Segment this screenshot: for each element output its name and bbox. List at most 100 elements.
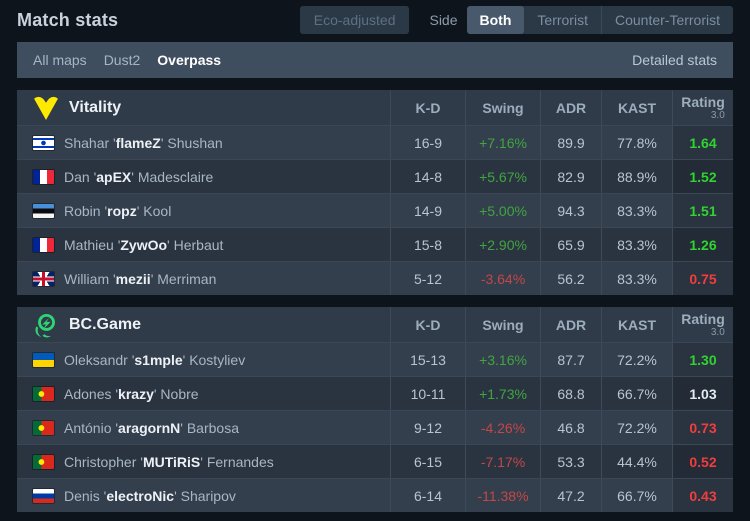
kast-value: 83.3%: [601, 262, 672, 295]
rating-value: 0.52: [672, 445, 733, 478]
player-cell: Oleksandr 's1mple' Kostyliev: [17, 343, 390, 376]
side-option-terrorist[interactable]: Terrorist: [524, 6, 601, 34]
column-header-rating: Rating 3.0: [672, 307, 733, 342]
flag-united-kingdom-icon: [33, 271, 54, 286]
adr-value: 82.9: [540, 160, 601, 193]
flag-estonia-icon: [33, 203, 54, 218]
kast-value: 72.2%: [601, 411, 672, 444]
team-name-link[interactable]: Vitality: [69, 98, 122, 116]
kast-value: 44.4%: [601, 445, 672, 478]
player-link[interactable]: Dan 'apEX' Madesclaire: [64, 168, 214, 185]
map-filter-dust2[interactable]: Dust2: [103, 52, 141, 68]
kast-value: 66.7%: [601, 479, 672, 512]
bcgame-logo-icon: [33, 312, 59, 338]
map-filter-overpass[interactable]: Overpass: [157, 52, 222, 68]
side-option-counter-terrorist[interactable]: Counter-Terrorist: [602, 6, 733, 34]
player-link[interactable]: Christopher 'MUTiRiS' Fernandes: [64, 453, 274, 470]
player-cell: William 'mezii' Merriman: [17, 262, 390, 295]
player-link[interactable]: Mathieu 'ZywOo' Herbaut: [64, 236, 224, 253]
player-link[interactable]: Adones 'krazy' Nobre: [64, 385, 199, 402]
player-row: Mathieu 'ZywOo' Herbaut 15-8 +2.90% 65.9 83.…: [17, 227, 733, 261]
segment-divider: [600, 6, 602, 34]
kd-value: 9-12: [390, 411, 465, 444]
adr-value: 94.3: [540, 194, 601, 227]
vitality-logo-icon: [33, 95, 59, 121]
team-name-link[interactable]: BC.Game: [69, 315, 142, 333]
player-nickname: aragornN: [118, 419, 181, 436]
adr-value: 46.8: [540, 411, 601, 444]
player-row: Christopher 'MUTiRiS' Fernandes 6-15 -7.17…: [17, 444, 733, 478]
flag-russia-icon: [33, 488, 54, 503]
player-nickname: ZywOo: [120, 236, 168, 253]
column-header-kd: K-D: [390, 90, 465, 125]
kd-value: 14-9: [390, 194, 465, 227]
column-header-kast: KAST: [601, 90, 672, 125]
column-header-adr: ADR: [540, 307, 601, 342]
column-header-adr: ADR: [540, 90, 601, 125]
column-header-rating: Rating 3.0: [672, 90, 733, 125]
kd-value: 10-11: [390, 377, 465, 410]
side-label: Side: [429, 12, 458, 28]
rating-value: 1.30: [672, 343, 733, 376]
player-nickname: flameZ: [115, 134, 161, 151]
flag-ukraine-icon: [33, 352, 54, 367]
player-cell: Adones 'krazy' Nobre: [17, 377, 390, 410]
player-nickname: s1mple: [134, 351, 183, 368]
adr-value: 56.2: [540, 262, 601, 295]
rating-header-label: Rating: [681, 93, 725, 110]
swing-value: -11.38%: [465, 479, 540, 512]
eco-adjusted-button[interactable]: Eco-adjusted: [299, 6, 410, 34]
flag-israel-icon: [33, 135, 54, 150]
topbar: Match stats Eco-adjusted Side Both Terro…: [0, 0, 750, 40]
player-link[interactable]: William 'mezii' Merriman: [64, 270, 217, 287]
kd-value: 5-12: [390, 262, 465, 295]
player-cell: Christopher 'MUTiRiS' Fernandes: [17, 445, 390, 478]
player-link[interactable]: Robin 'ropz' Kool: [64, 202, 172, 219]
rating-value: 1.03: [672, 377, 733, 410]
player-cell: António 'aragornN' Barbosa: [17, 411, 390, 444]
column-header-swing: Swing: [465, 90, 540, 125]
kd-value: 14-8: [390, 160, 465, 193]
player-nickname: mezii: [115, 270, 151, 287]
player-cell: Robin 'ropz' Kool: [17, 194, 390, 227]
kast-value: 83.3%: [601, 228, 672, 261]
flag-france-icon: [33, 169, 54, 184]
player-link[interactable]: António 'aragornN' Barbosa: [64, 419, 239, 436]
player-row: Dan 'apEX' Madesclaire 14-8 +5.67% 82.9 88.9…: [17, 159, 733, 193]
detailed-stats-link[interactable]: Detailed stats: [632, 52, 717, 68]
player-row: Robin 'ropz' Kool 14-9 +5.00% 94.3 83.3% 1.51: [17, 193, 733, 227]
swing-value: -3.64%: [465, 262, 540, 295]
player-cell: Mathieu 'ZywOo' Herbaut: [17, 228, 390, 261]
side-option-both[interactable]: Both: [466, 6, 525, 34]
kd-value: 16-9: [390, 126, 465, 159]
swing-value: +7.16%: [465, 126, 540, 159]
team-header-row: Vitality K-D Swing ADR KAST Rating 3.0: [17, 90, 733, 125]
team-stats-table: BC.Game K-D Swing ADR KAST Rating 3.0 Oleksandr…: [17, 307, 733, 512]
flag-portugal-icon: [33, 386, 54, 401]
rating-value: 1.26: [672, 228, 733, 261]
swing-value: +2.90%: [465, 228, 540, 261]
player-link[interactable]: Denis 'electroNic' Sharipov: [64, 487, 236, 504]
rating-value: 0.73: [672, 411, 733, 444]
rating-value: 1.51: [672, 194, 733, 227]
kast-value: 83.3%: [601, 194, 672, 227]
player-nickname: ropz: [107, 202, 137, 219]
kast-value: 72.2%: [601, 343, 672, 376]
adr-value: 53.3: [540, 445, 601, 478]
player-cell: Denis 'electroNic' Sharipov: [17, 479, 390, 512]
rating-version-label: 3.0: [710, 109, 725, 121]
player-row: Denis 'electroNic' Sharipov 6-14 -11.38% 47…: [17, 478, 733, 512]
stats-controls: Eco-adjusted Side Both Terrorist Counter…: [299, 6, 733, 34]
player-cell: Shahar 'flameZ' Shushan: [17, 126, 390, 159]
stats-tables: Vitality K-D Swing ADR KAST Rating 3.0 Shahar '…: [0, 90, 750, 512]
player-nickname: apEX: [96, 168, 132, 185]
rating-value: 0.75: [672, 262, 733, 295]
rating-version-label: 3.0: [710, 326, 725, 338]
team-stats-table: Vitality K-D Swing ADR KAST Rating 3.0 Shahar '…: [17, 90, 733, 295]
map-filter-all-maps[interactable]: All maps: [33, 52, 87, 68]
swing-value: +3.16%: [465, 343, 540, 376]
player-link[interactable]: Shahar 'flameZ' Shushan: [64, 134, 223, 151]
kast-value: 77.8%: [601, 126, 672, 159]
column-header-kast: KAST: [601, 307, 672, 342]
player-link[interactable]: Oleksandr 's1mple' Kostyliev: [64, 351, 246, 368]
